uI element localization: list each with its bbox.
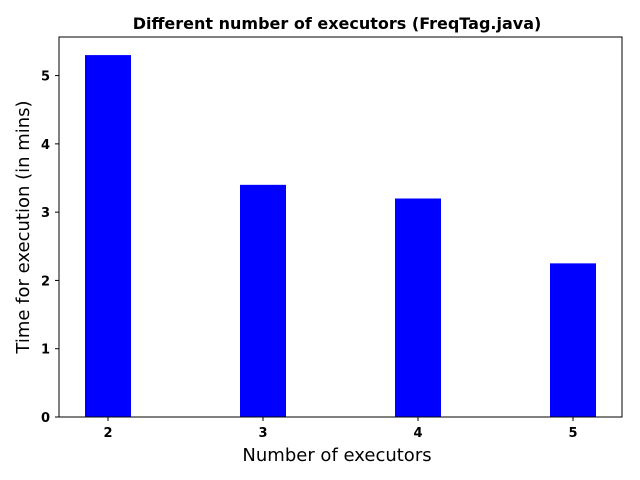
- bar-5: [550, 263, 596, 417]
- y-axis-label: Time for execution (in mins): [13, 100, 34, 354]
- y-tick-label-2: 2: [41, 274, 50, 289]
- y-tick-label-4: 4: [41, 138, 50, 153]
- plot-frame: [58, 36, 623, 418]
- x-tick-label-3: 3: [258, 426, 267, 441]
- x-tick-label-2: 2: [103, 426, 112, 441]
- chart-title: Different number of executors (FreqTag.j…: [133, 14, 542, 33]
- bar-3: [240, 184, 286, 417]
- bar-2: [85, 55, 131, 417]
- x-tick-label-5: 5: [568, 426, 577, 441]
- y-tick-label-1: 1: [41, 343, 50, 358]
- y-tick-label-3: 3: [41, 206, 50, 221]
- x-tick-label-4: 4: [413, 426, 422, 441]
- plot-area: 2 3 4 5 0 1 2 3 4 5: [41, 55, 596, 441]
- y-tick-label-0: 0: [41, 411, 50, 426]
- y-tick-label-5: 5: [41, 70, 50, 85]
- x-axis-label: Number of executors: [242, 445, 431, 466]
- bar-4: [395, 198, 441, 417]
